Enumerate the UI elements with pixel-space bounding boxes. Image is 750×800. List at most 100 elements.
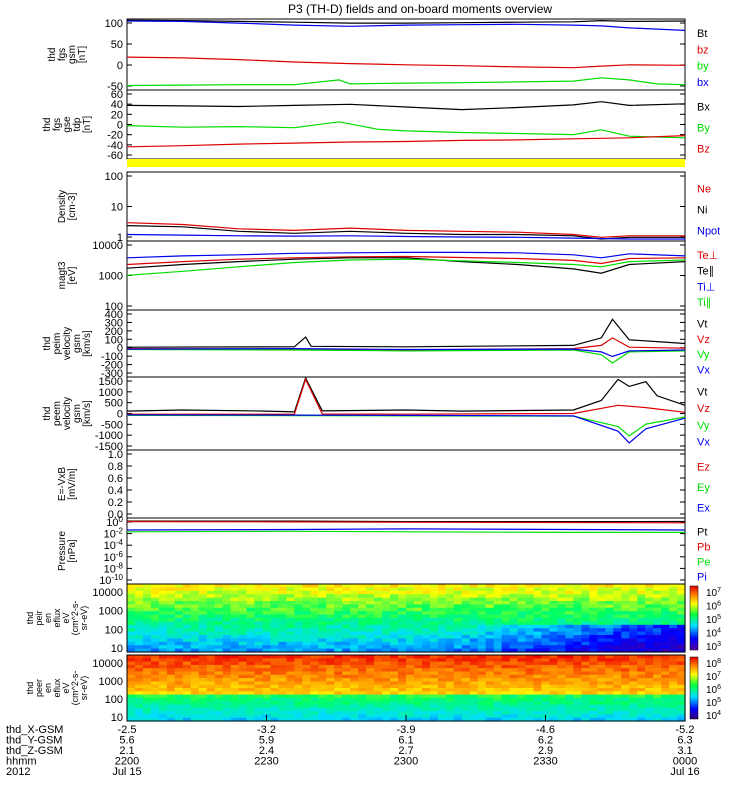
heat-cell — [573, 671, 582, 676]
heat-cell — [485, 707, 495, 712]
heat-cell — [238, 684, 248, 689]
heat-cell — [485, 584, 495, 588]
heat-cell — [501, 645, 511, 650]
legend-Bz: Bz — [697, 144, 710, 156]
heat-cell — [549, 691, 559, 696]
heat-cell — [222, 631, 232, 636]
heat-cell — [653, 594, 662, 599]
heat-cell — [270, 614, 280, 619]
heat-cell — [366, 621, 375, 626]
heat-cell — [302, 604, 311, 609]
heat-cell — [437, 704, 447, 709]
heat-cell — [461, 594, 471, 599]
heat-cell — [182, 704, 192, 709]
heat-cell — [374, 714, 383, 719]
heat-cell — [469, 711, 479, 715]
heat-cell — [310, 631, 319, 636]
heat-cell — [413, 701, 423, 706]
heat-cell — [326, 671, 335, 676]
heat-cell — [477, 671, 487, 676]
heat-cell — [477, 694, 487, 699]
heat-cell — [254, 678, 264, 682]
heat-cell — [477, 597, 487, 602]
heat-cell — [214, 597, 224, 602]
heat-cell — [206, 648, 216, 653]
heat-cell — [533, 707, 543, 712]
heat-cell — [318, 621, 327, 626]
heat-cell — [485, 607, 495, 612]
heat-cell — [326, 607, 335, 612]
heat-cell — [182, 590, 192, 595]
heat-cell — [469, 648, 479, 653]
heat-cell — [406, 674, 415, 679]
panel-pressure: 10010-210-410-610-810-10Pressure[nPa]PtP… — [57, 515, 710, 587]
heat-cell — [453, 648, 463, 653]
heat-cell — [350, 628, 359, 633]
heat-cell — [645, 638, 654, 643]
heat-cell — [677, 584, 686, 588]
heat-cell — [406, 717, 415, 722]
legend-Pi: Pi — [697, 572, 707, 584]
heat-cell — [525, 631, 535, 636]
heat-cell — [127, 607, 136, 612]
heat-cell — [677, 641, 686, 646]
heat-cell — [406, 655, 415, 659]
heat-cell — [629, 717, 638, 722]
heat-cell — [461, 714, 471, 719]
heat-cell — [254, 618, 264, 622]
heat-cell — [437, 655, 447, 659]
x-row-label: thd_X-GSM — [6, 724, 63, 736]
heat-cell — [525, 697, 535, 702]
heat-cell — [541, 641, 551, 646]
heat-cell — [222, 601, 232, 605]
heat-cell — [214, 707, 224, 712]
heat-cell — [613, 645, 622, 650]
heat-cell — [445, 664, 455, 669]
heat-cell — [605, 711, 614, 715]
heat-cell — [222, 714, 232, 719]
heat-cell — [549, 711, 559, 715]
heat-cell — [246, 635, 256, 639]
heat-cell — [310, 691, 319, 696]
heat-cell — [246, 717, 256, 722]
heat-cell — [549, 628, 559, 633]
heat-cell — [238, 590, 248, 595]
heat-cell — [517, 631, 527, 636]
heat-cell — [150, 587, 160, 592]
heat-cell — [653, 688, 662, 692]
heat-cell — [429, 671, 439, 676]
heat-cell — [589, 594, 598, 599]
heat-cell — [382, 704, 391, 709]
heat-cell — [382, 604, 391, 609]
heat-cell — [469, 694, 479, 699]
heat-cell — [421, 624, 431, 629]
heat-cell — [653, 590, 662, 595]
heat-cell — [493, 618, 503, 622]
heat-cell — [645, 628, 654, 633]
heat-cell — [501, 714, 511, 719]
heat-cell — [565, 648, 574, 653]
heat-cell — [421, 628, 431, 633]
heat-cell — [413, 681, 423, 686]
heat-cell — [525, 678, 535, 682]
heat-cell — [254, 587, 264, 592]
heat-cell — [677, 704, 686, 709]
heat-cell — [597, 628, 606, 633]
heat-cell — [134, 590, 144, 595]
heat-cell — [278, 618, 288, 622]
heat-cell — [469, 707, 479, 712]
heat-cell — [182, 638, 192, 643]
heat-cell — [437, 594, 447, 599]
heat-cell — [198, 707, 208, 712]
heat-cell — [390, 607, 399, 612]
heat-cell — [421, 597, 431, 602]
heat-cell — [358, 631, 367, 636]
heat-cell — [174, 668, 184, 673]
heat-cell — [485, 645, 495, 650]
heat-cell — [461, 691, 471, 696]
heat-cell — [166, 648, 176, 653]
heat-cell — [254, 645, 264, 650]
heat-cell — [573, 641, 582, 646]
heat-cell — [382, 631, 391, 636]
